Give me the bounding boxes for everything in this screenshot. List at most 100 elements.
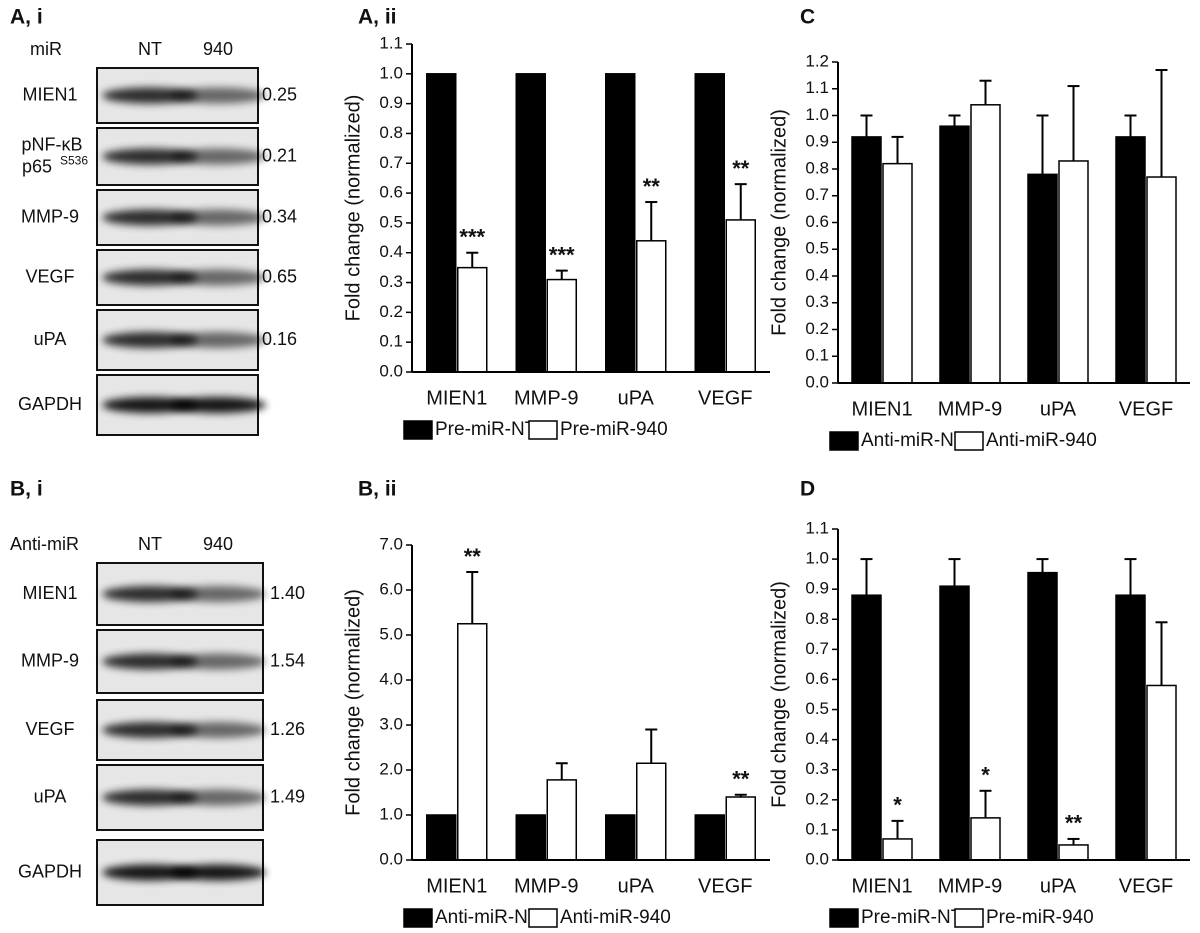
- row-label: MIEN1: [22, 583, 77, 603]
- bar: [882, 162, 913, 384]
- band-quantification: 0.21: [262, 145, 297, 165]
- bar: [1058, 160, 1089, 384]
- y-tick-label: 0.1: [805, 819, 829, 838]
- blot-band: [170, 87, 266, 104]
- bar: [970, 817, 1001, 861]
- band-quantification: 1.49: [270, 786, 305, 806]
- y-tick-label: 1.1: [379, 33, 403, 52]
- significance-marker: **: [464, 544, 482, 569]
- x-tick-label: MMP-9: [514, 387, 578, 409]
- y-tick-label: 1.2: [805, 51, 829, 70]
- row-label: uPA: [34, 786, 67, 806]
- x-tick-label: MMP-9: [938, 398, 1002, 420]
- bar: [694, 814, 725, 861]
- blot-band: [170, 148, 266, 165]
- x-tick-label: uPA: [1040, 398, 1077, 420]
- y-tick-label: 5.0: [379, 624, 403, 643]
- significance-marker: **: [1065, 811, 1083, 836]
- y-axis-label: Fold change (normalized): [342, 95, 364, 322]
- y-axis-label: Fold change (normalized): [768, 109, 790, 336]
- panel-title: C: [800, 6, 815, 29]
- y-tick-label: 0.1: [805, 346, 829, 365]
- y-tick-label: 0.7: [379, 153, 403, 172]
- bar: [725, 219, 756, 373]
- blot-band: [170, 722, 266, 738]
- band-quantification: 1.54: [270, 650, 305, 670]
- blot-band: [170, 789, 266, 806]
- y-tick-label: 0.0: [805, 849, 829, 868]
- y-tick-label: 0.0: [379, 849, 403, 868]
- y-tick-label: 0.0: [805, 372, 829, 391]
- y-tick-label: 0.0: [379, 361, 403, 380]
- legend-swatch: [829, 908, 859, 928]
- bar: [851, 594, 882, 861]
- x-tick-label: MIEN1: [851, 875, 912, 897]
- lane-label: NT: [138, 39, 162, 59]
- y-tick-label: 0.1: [379, 332, 403, 351]
- blot-band: [102, 397, 198, 413]
- row-label: MMP-9: [21, 206, 79, 226]
- lane-label: NT: [138, 534, 162, 554]
- legend-label: Pre-miR-NT: [435, 419, 537, 440]
- blot-band: [102, 789, 198, 806]
- blot-band: [102, 864, 198, 881]
- blot-band: [102, 722, 198, 738]
- x-tick-label: MIEN1: [426, 875, 487, 897]
- y-tick-label: 1.1: [805, 78, 829, 97]
- row-label: uPA: [34, 329, 67, 349]
- band-quantification: 0.34: [262, 206, 297, 226]
- row-header: miR: [30, 39, 62, 59]
- y-tick-label: 0.2: [805, 319, 829, 338]
- row-label: MMP-9: [21, 650, 79, 670]
- row-label: p65: [22, 156, 52, 176]
- legend-label: Pre-miR-940: [986, 907, 1094, 928]
- bar: [1146, 684, 1177, 861]
- y-tick-label: 0.9: [379, 93, 403, 112]
- bar: [426, 814, 457, 861]
- x-tick-label: MMP-9: [938, 875, 1002, 897]
- bar: [546, 779, 577, 861]
- panel-title: B, i: [10, 478, 43, 501]
- row-label: MIEN1: [22, 84, 77, 104]
- legend-swatch: [954, 431, 984, 451]
- legend-swatch: [954, 908, 984, 928]
- legend-label: Pre-miR-NT: [861, 907, 963, 928]
- bar: [939, 125, 970, 384]
- blot-band: [170, 269, 266, 286]
- y-tick-label: 0.3: [805, 759, 829, 778]
- bar: [851, 136, 882, 384]
- y-tick-label: 0.8: [805, 158, 829, 177]
- y-tick-label: 0.8: [379, 123, 403, 142]
- panel-title: B, ii: [358, 478, 397, 501]
- blot-band: [102, 269, 198, 286]
- panel-title: D: [800, 478, 815, 501]
- panel-title: A, ii: [358, 6, 397, 29]
- blot-band: [102, 332, 198, 348]
- y-tick-label: 0.6: [805, 212, 829, 231]
- y-tick-label: 0.5: [379, 212, 403, 231]
- y-tick-label: 0.3: [805, 292, 829, 311]
- significance-marker: ***: [459, 225, 485, 250]
- legend-label: Anti-miR-NT: [861, 430, 966, 451]
- bar: [546, 278, 577, 373]
- y-tick-label: 3.0: [379, 714, 403, 733]
- blot-band: [102, 87, 198, 104]
- bar: [515, 73, 546, 373]
- significance-marker: **: [732, 767, 750, 792]
- x-tick-label: uPA: [618, 387, 655, 409]
- y-axis-label: Fold change (normalized): [342, 589, 364, 816]
- bar: [515, 814, 546, 861]
- y-tick-label: 0.7: [805, 639, 829, 658]
- lane-label: 940: [203, 534, 233, 554]
- y-axis-label: Fold change (normalized): [768, 581, 790, 808]
- row-label: VEGF: [25, 266, 74, 286]
- bar: [457, 266, 488, 373]
- band-quantification: 0.25: [262, 84, 297, 104]
- blot-band: [170, 332, 266, 348]
- blot-band: [102, 209, 198, 226]
- y-tick-label: 1.0: [379, 63, 403, 82]
- y-tick-label: 1.0: [379, 804, 403, 823]
- x-tick-label: uPA: [1040, 875, 1077, 897]
- legend-swatch: [528, 420, 558, 440]
- row-label: GAPDH: [18, 394, 82, 414]
